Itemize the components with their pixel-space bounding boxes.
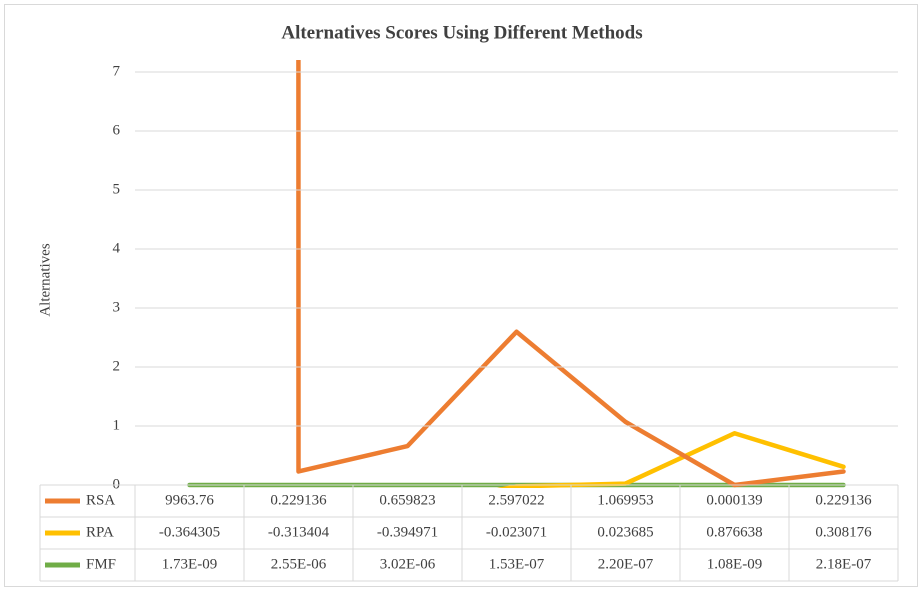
table-cell: 0.000139 — [706, 492, 762, 508]
table-cell: -0.313404 — [268, 524, 330, 540]
table-cell: 9963.76 — [165, 492, 214, 508]
y-tick-label: 1 — [113, 417, 121, 433]
y-tick-label: 4 — [113, 240, 121, 256]
table-cell: -0.394971 — [377, 524, 438, 540]
legend-label: FMF — [86, 556, 116, 572]
legend-label: RPA — [86, 524, 114, 540]
series-line — [496, 431, 846, 488]
table-cell: 0.308176 — [815, 524, 872, 540]
y-tick-label: 2 — [113, 358, 121, 374]
table-cell: 2.597022 — [488, 492, 544, 508]
y-axis-label: Alternatives — [37, 243, 53, 316]
y-tick-label: 6 — [113, 122, 121, 138]
y-tick-label: 7 — [113, 63, 121, 79]
table-cell: 3.02E-06 — [380, 556, 436, 572]
table-cell: 1.53E-07 — [489, 556, 545, 572]
table-cell: 2.18E-07 — [816, 556, 872, 572]
y-tick-label: 3 — [113, 299, 121, 315]
table-cell: 1.08E-09 — [707, 556, 762, 572]
table-cell: -0.023071 — [486, 524, 547, 540]
table-cell: 0.876638 — [706, 524, 762, 540]
table-cell: 0.229136 — [270, 492, 327, 508]
y-tick-label: 0 — [113, 476, 121, 492]
table-cell: 0.229136 — [815, 492, 872, 508]
table-cell: 1.069953 — [597, 492, 653, 508]
table-cell: 2.55E-06 — [271, 556, 327, 572]
chart-border — [4, 4, 918, 587]
table-cell: -0.364305 — [159, 524, 220, 540]
y-tick-label: 5 — [113, 181, 121, 197]
table-cell: 0.023685 — [597, 524, 653, 540]
chart-title: Alternatives Scores Using Different Meth… — [281, 22, 642, 43]
table-cell: 2.20E-07 — [598, 556, 654, 572]
legend-label: RSA — [86, 492, 115, 508]
table-cell: 0.659823 — [379, 492, 435, 508]
table-cell: 1.73E-09 — [162, 556, 217, 572]
